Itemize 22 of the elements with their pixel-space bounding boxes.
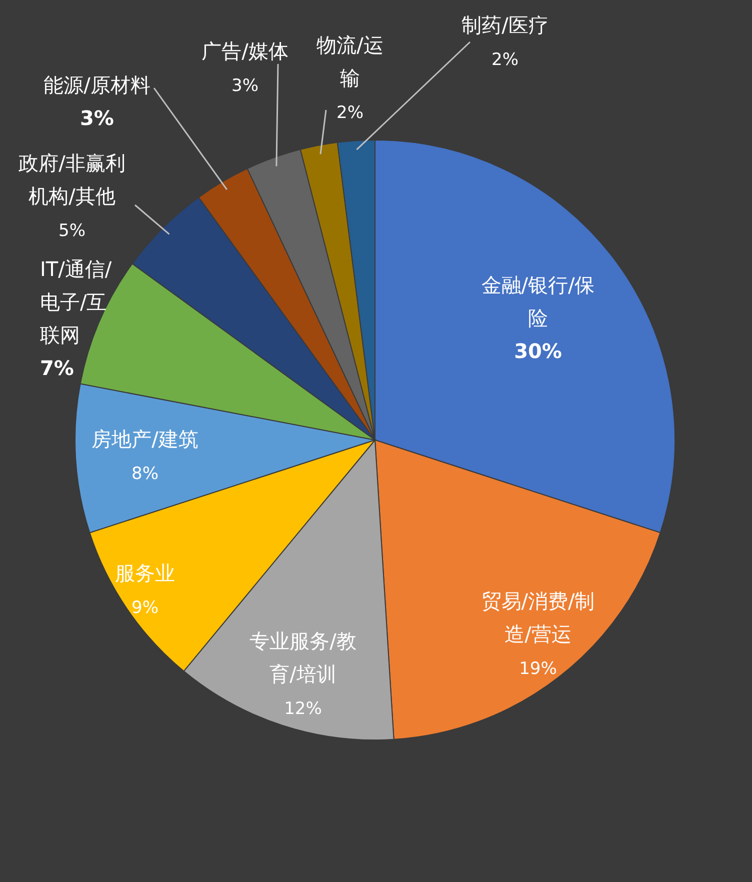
slice-label: IT/通信/电子/互联网: [40, 257, 112, 347]
slice-label: 金融/银行/保险: [481, 273, 595, 330]
slice-label: 贸易/消费/制造/营运: [481, 589, 595, 646]
slice-label: 能源/原材料: [44, 73, 150, 97]
slice-label: 房地产/建筑: [92, 427, 198, 451]
data-label: 9%: [132, 598, 158, 618]
data-label: 2%: [336, 103, 364, 123]
data-label: 7%: [40, 356, 74, 380]
data-label: 12%: [284, 699, 322, 719]
data-label: 8%: [132, 464, 158, 484]
data-label: 3%: [80, 106, 114, 130]
data-label: 5%: [58, 221, 86, 241]
slice-label: 专业服务/教育/培训: [250, 629, 356, 686]
slice-label: 政府/非赢利机构/其他: [18, 151, 126, 208]
slice-label: 服务业: [115, 561, 175, 585]
slice-label: 广告/媒体: [202, 39, 288, 63]
data-label: 19%: [519, 659, 557, 679]
data-label: 2%: [492, 50, 518, 70]
slice-label: 制药/医疗: [462, 13, 548, 37]
data-label: 3%: [232, 76, 258, 96]
slice-label: 物流/运输: [316, 33, 384, 90]
data-label: 30%: [514, 339, 562, 363]
